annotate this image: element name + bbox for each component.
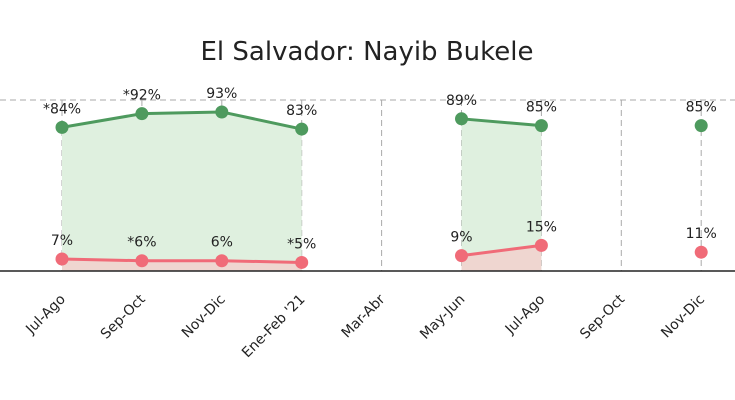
area xyxy=(461,118,542,271)
data-label: *6% xyxy=(127,235,156,251)
areas xyxy=(62,111,542,271)
data-point xyxy=(215,105,229,119)
x-tick-label: Nov-Dic xyxy=(179,292,229,342)
data-label: 83% xyxy=(286,103,317,119)
data-point xyxy=(455,249,468,263)
x-tick-label: Jul-Ago xyxy=(502,292,548,338)
data-point xyxy=(534,119,548,133)
data-point xyxy=(215,254,229,268)
data-point xyxy=(534,238,548,252)
data-point xyxy=(694,245,708,259)
data-label: 93% xyxy=(206,86,237,102)
x-tick-label: Jul-Ago xyxy=(22,292,68,338)
data-label: *84% xyxy=(43,101,81,117)
x-tick-label: Ene-Feb '21 xyxy=(239,292,309,362)
data-label: 7% xyxy=(51,233,73,249)
data-label: *92% xyxy=(123,88,161,104)
area xyxy=(62,111,302,271)
data-point xyxy=(135,107,149,121)
x-tick-label: Nov-Dic xyxy=(658,292,708,342)
data-label: 89% xyxy=(446,93,477,109)
data-label: 11% xyxy=(686,226,717,242)
chart-title: El Salvador: Nayib Bukele xyxy=(201,37,534,67)
lines xyxy=(55,105,708,269)
data-label: 85% xyxy=(526,100,557,116)
data-label: 15% xyxy=(526,219,557,235)
data-label: 85% xyxy=(686,100,717,116)
x-tick-label: Sep-Oct xyxy=(577,291,628,342)
x-tick-label: May-Jun xyxy=(417,292,468,343)
area xyxy=(461,245,542,271)
data-label: 6% xyxy=(211,235,233,251)
data-point xyxy=(295,122,309,136)
data-label: 9% xyxy=(450,230,472,246)
data-label: *5% xyxy=(287,236,316,252)
data-point xyxy=(694,119,708,133)
x-tick-label: Sep-Oct xyxy=(98,291,149,342)
data-point xyxy=(135,254,149,268)
data-point xyxy=(55,120,69,134)
area xyxy=(62,259,302,271)
data-point xyxy=(455,112,468,126)
data-point xyxy=(55,252,69,266)
x-tick-label: Mar-Abr xyxy=(339,291,389,341)
data-point xyxy=(295,255,309,269)
